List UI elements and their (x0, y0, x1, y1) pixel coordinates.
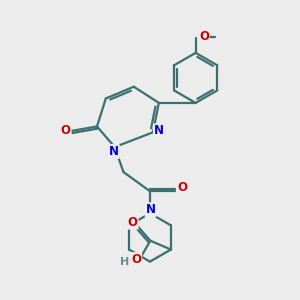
Text: O: O (199, 30, 209, 44)
Text: H: H (120, 257, 130, 267)
Text: O: O (131, 253, 141, 266)
Text: N: N (154, 124, 164, 137)
Text: O: O (177, 181, 188, 194)
Text: O: O (128, 216, 138, 229)
Text: O: O (61, 124, 70, 137)
Text: N: N (146, 203, 156, 216)
Text: N: N (109, 145, 119, 158)
